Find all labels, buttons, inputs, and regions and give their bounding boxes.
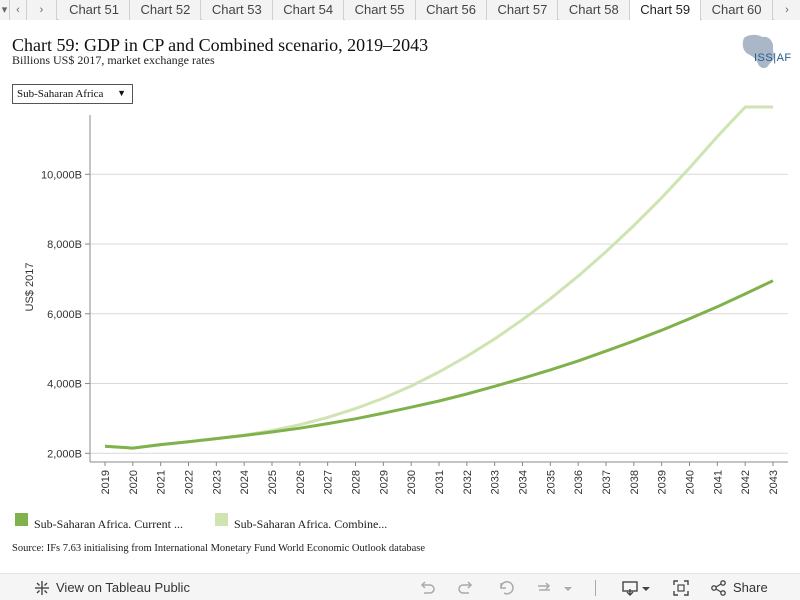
x-tick-label: 2037 (601, 470, 613, 494)
legend-swatch-combined (215, 513, 228, 526)
tab-chart-54[interactable]: Chart 54 (273, 0, 345, 20)
x-tick-label: 2023 (211, 470, 223, 494)
x-tick-label: 2022 (184, 470, 196, 494)
download-dropdown-chevron-icon[interactable] (640, 579, 652, 597)
legend-label-current-path: Sub-Saharan Africa. Current ... (34, 517, 183, 531)
x-tick-label: 2040 (685, 470, 697, 494)
x-tick-label: 2036 (573, 470, 585, 494)
refresh-dropdown-chevron-icon[interactable] (562, 579, 574, 597)
x-tick-label: 2032 (462, 470, 474, 494)
legend-item-combined[interactable]: Sub-Saharan Africa. Combine... (215, 512, 415, 531)
y-axis-title: US$ 2017 (24, 263, 36, 312)
x-tick-label: 2021 (156, 470, 168, 494)
y-tick-label: 8,000B (47, 239, 82, 251)
y-tick-labels: 2,000B 4,000B 6,000B 8,000B 10,000B (41, 169, 82, 460)
sheet-tab-strip: ▾ ‹ › Chart 51 Chart 52 Chart 53 Chart 54 Ch… (0, 0, 800, 21)
tab-chart-57[interactable]: Chart 57 (487, 0, 559, 20)
legend-swatch-current-path (15, 513, 28, 526)
share-icon[interactable] (710, 579, 728, 597)
x-tick-label: 2043 (768, 470, 780, 494)
x-tick-label: 2028 (351, 470, 363, 494)
x-tick-label: 2030 (406, 470, 418, 494)
legend-label-combined: Sub-Saharan Africa. Combine... (234, 517, 388, 531)
x-tick-label: 2024 (239, 470, 251, 494)
undo-icon[interactable] (418, 579, 436, 597)
fullscreen-icon[interactable] (672, 579, 690, 597)
redo-icon[interactable] (457, 579, 475, 597)
x-tick-label: 2042 (740, 470, 752, 494)
x-tick-label: 2031 (434, 470, 446, 494)
source-note: Source: IFs 7.63 initialising from Inter… (12, 543, 426, 554)
y-tick-label: 4,000B (47, 379, 82, 391)
toolbar-separator (595, 580, 596, 596)
x-tick-label: 2041 (712, 470, 724, 494)
tab-chart-58[interactable]: Chart 58 (558, 0, 630, 20)
tab-chart-51[interactable]: Chart 51 (59, 0, 130, 20)
tab-chart-56[interactable]: Chart 56 (416, 0, 487, 20)
region-filter-value: Sub-Saharan Africa (17, 88, 104, 100)
tab-scroll-left-button[interactable]: ‹ (10, 0, 27, 20)
tab-chart-55[interactable]: Chart 55 (344, 0, 416, 20)
gdp-line-chart: 2019 2020 2021 2022 2023 2024 2025 2026 2027 2028… (24, 105, 788, 494)
x-tick-label: 2026 (295, 470, 307, 494)
tab-chart-52[interactable]: Chart 52 (130, 0, 202, 20)
tableau-logo-icon (35, 581, 49, 595)
share-button-label[interactable]: Share (733, 580, 768, 595)
x-tick-label: 2033 (490, 470, 502, 494)
dropdown-arrow-icon: ▼ (117, 88, 126, 98)
x-tick-label: 2035 (545, 470, 557, 494)
tableau-toolbar: View on Tableau Public Share (0, 573, 800, 600)
series-line-current-path[interactable] (104, 279, 774, 450)
series-line-combined[interactable] (104, 105, 773, 450)
x-tick-label: 2039 (657, 470, 669, 494)
chart-subtitle: Billions US$ 2017, market exchange rates (12, 53, 215, 67)
x-tick-label: 2025 (267, 470, 279, 494)
refresh-icon[interactable] (535, 579, 553, 597)
x-tick-label: 2034 (518, 470, 530, 494)
y-tick-label: 10,000B (41, 169, 82, 181)
chart-title: Chart 59: GDP in CP and Combined scenari… (12, 35, 429, 55)
logo-text: ISS|AF (754, 52, 792, 64)
y-tick-label: 2,000B (47, 448, 82, 460)
africa-map-logo-icon (742, 34, 775, 69)
tab-chart-59[interactable]: Chart 59 (630, 0, 702, 21)
x-tick-label: 2029 (378, 470, 390, 494)
x-tick-label: 2019 (100, 470, 112, 494)
y-tick-label: 6,000B (47, 309, 82, 321)
revert-icon[interactable] (497, 579, 515, 597)
tab-chart-53[interactable]: Chart 53 (201, 0, 273, 20)
x-tick-label: 2038 (629, 470, 641, 494)
x-tick-label: 2020 (128, 470, 140, 494)
tab-chart-60[interactable]: Chart 60 (701, 0, 773, 20)
region-filter-dropdown[interactable]: Sub-Saharan Africa ▼ (12, 84, 133, 104)
view-on-tableau-public-label: View on Tableau Public (56, 580, 190, 595)
series-lines (104, 105, 774, 450)
legend-item-current-path[interactable]: Sub-Saharan Africa. Current ... (15, 512, 210, 531)
x-tick-labels: 2019 2020 2021 2022 2023 2024 2025 2026 2027 2028… (100, 470, 780, 494)
axes (85, 115, 788, 466)
tab-dropdown-button[interactable]: ▾ (0, 0, 10, 20)
tab-scroll-end-button[interactable]: › (774, 0, 800, 20)
download-icon[interactable] (621, 579, 639, 597)
gridlines (90, 173, 788, 454)
x-tick-label: 2027 (323, 470, 335, 494)
tab-scroll-right-button[interactable]: › (27, 0, 57, 20)
